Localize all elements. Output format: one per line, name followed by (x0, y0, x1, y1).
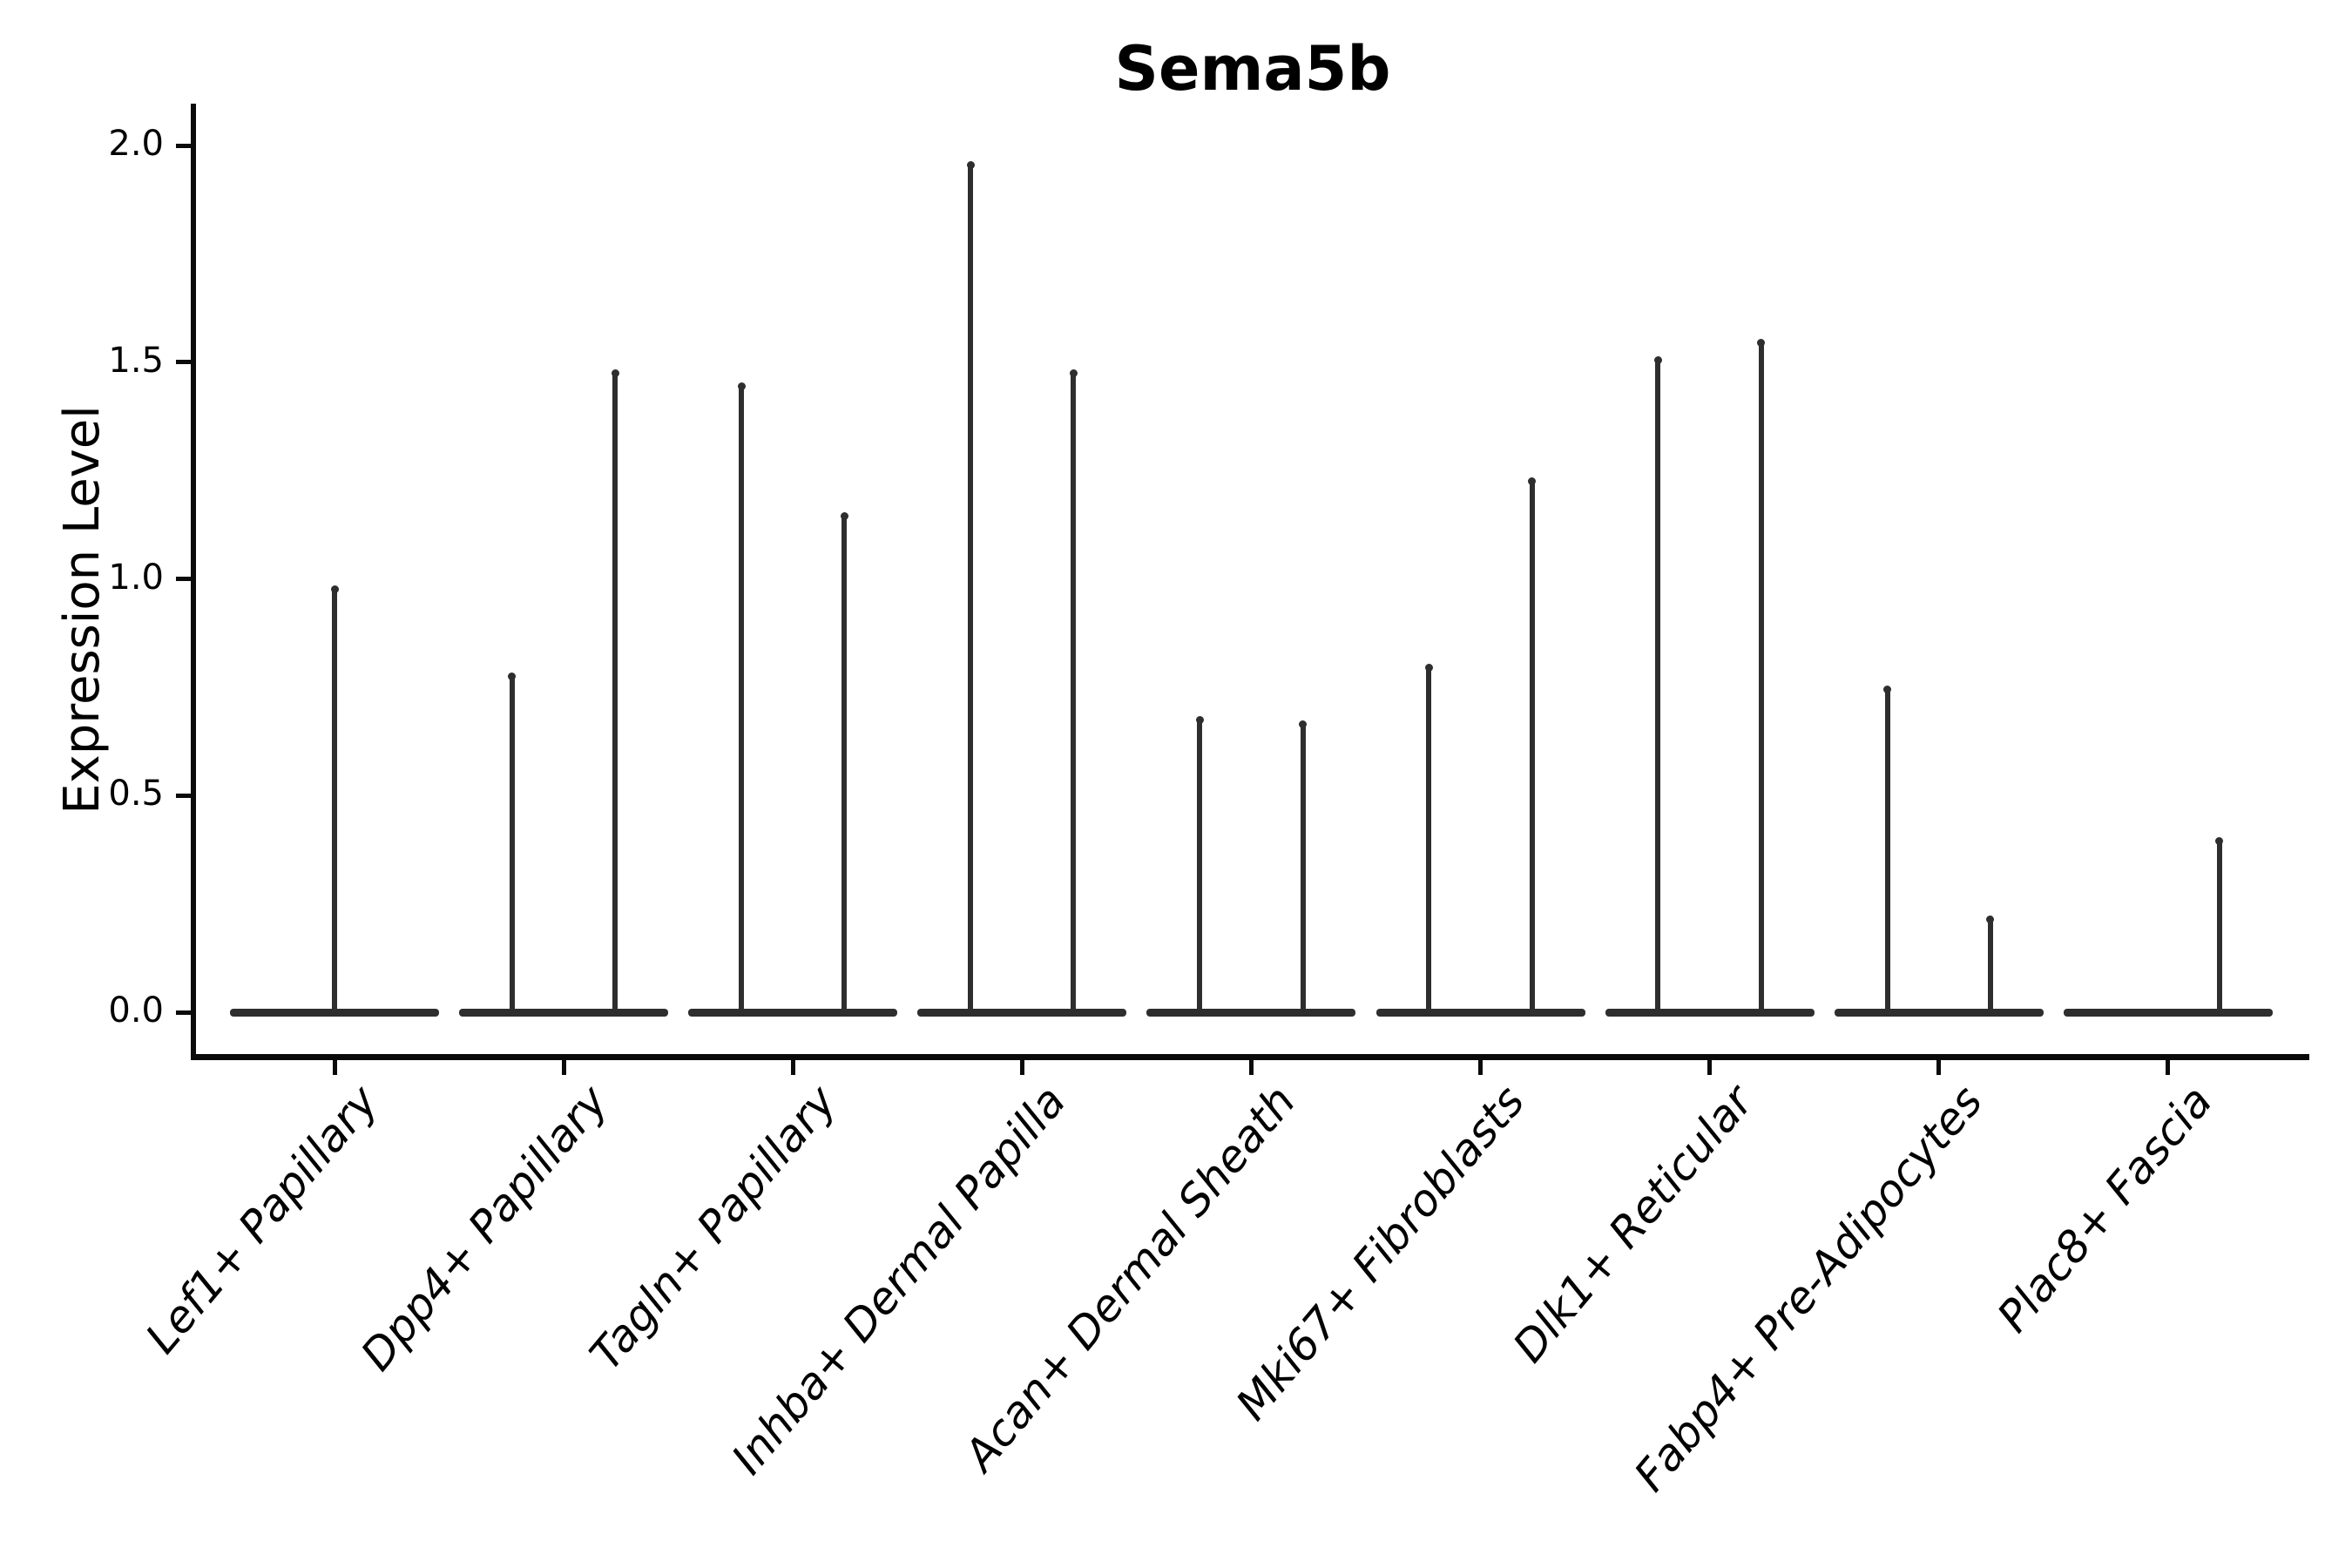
x-tick (790, 1060, 795, 1075)
x-axis-spine (191, 1054, 2309, 1060)
x-tick (1019, 1060, 1024, 1075)
violin-spike (509, 673, 515, 1015)
violin-spike-tip (508, 672, 517, 680)
violin-baseline (459, 1008, 669, 1017)
violin-spike (968, 162, 974, 1015)
violin-spike-tip (330, 585, 339, 594)
y-tick (176, 793, 191, 798)
y-axis-spine (191, 104, 196, 1059)
violin-spike-tip (1195, 715, 1204, 724)
violin-spike-tip (840, 511, 848, 520)
violin-spike (2216, 839, 2222, 1015)
violin-baseline (1834, 1008, 2044, 1017)
violin-spike (1071, 370, 1077, 1015)
violin-spike (1529, 479, 1535, 1015)
x-tick (2166, 1060, 2171, 1075)
violin-baseline (1146, 1008, 1356, 1017)
violin-baseline (688, 1008, 898, 1017)
violin-spike-tip (611, 368, 619, 377)
violin-spike-tip (1069, 368, 1078, 377)
violin-spike-tip (1653, 355, 1662, 364)
violin-spike-tip (1757, 338, 1766, 347)
violin-spike-tip (737, 382, 746, 390)
violin-baseline (917, 1008, 1127, 1017)
violin-baseline (2063, 1008, 2273, 1017)
violin-spike-tip (1883, 685, 1891, 693)
y-tick-label: 1.0 (108, 557, 164, 598)
violin-spike (1884, 686, 1890, 1015)
violin-spike (1655, 357, 1661, 1015)
violin-spike-tip (1424, 664, 1433, 672)
x-tick (332, 1060, 337, 1075)
x-tick (1707, 1060, 1713, 1075)
y-tick-label: 0.5 (108, 774, 164, 814)
chart-title: Sema5b (1114, 33, 1391, 105)
violin-spike (612, 370, 618, 1015)
x-tick-label: Dlk1+ Reticular (1504, 1076, 1763, 1372)
y-tick-label: 0.0 (108, 990, 164, 1031)
y-tick (176, 1010, 191, 1015)
violin-spike (1758, 340, 1764, 1015)
x-tick (561, 1060, 566, 1075)
violin-baseline (1375, 1008, 1585, 1017)
violin-spike (841, 513, 848, 1015)
violin-spike-tip (2215, 837, 2224, 845)
violin-spike-tip (966, 160, 975, 169)
x-tick (1478, 1060, 1483, 1075)
violin-baseline (1605, 1008, 1815, 1017)
violin-spike-tip (1528, 477, 1537, 486)
x-tick-label: Plac8+ Fascia (1987, 1076, 2222, 1342)
violin-spike (1987, 916, 1993, 1015)
x-tick-label: Tagln+ Papillary (580, 1076, 847, 1380)
y-tick-label: 2.0 (108, 124, 164, 164)
x-tick-label: Dpp4+ Papillary (350, 1076, 618, 1381)
y-tick (176, 143, 191, 148)
y-axis-label: Expression Level (54, 405, 111, 814)
violin-spike (739, 383, 744, 1015)
x-tick-label: Lef1+ Papillary (136, 1076, 389, 1363)
violin-spike (1426, 666, 1432, 1015)
y-tick (176, 577, 191, 581)
violin-spike (332, 587, 337, 1015)
x-tick (1936, 1060, 1942, 1075)
violin-spike (1197, 717, 1203, 1015)
violin-spike-tip (1986, 915, 1995, 923)
violin-spike (1300, 721, 1306, 1015)
x-tick (1248, 1060, 1254, 1075)
y-tick (176, 360, 191, 365)
y-tick-label: 1.5 (108, 340, 164, 381)
violin-spike-tip (1299, 720, 1308, 728)
